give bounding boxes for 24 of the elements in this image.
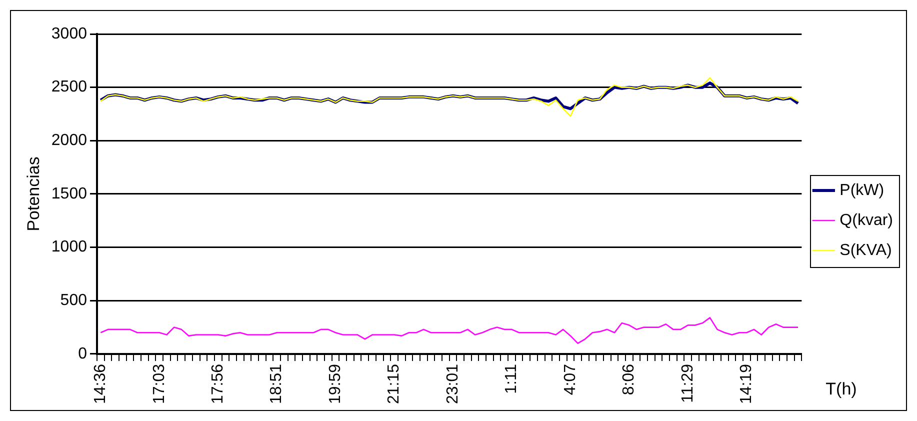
legend-label: Q(kvar)	[840, 212, 893, 229]
y-tick-label: 2000	[51, 132, 88, 150]
x-axis-title: T(h)	[826, 380, 857, 399]
x-tick-label: 19:59	[326, 364, 344, 404]
legend-label: P(kW)	[840, 182, 884, 199]
x-tick-label: 14:19	[738, 364, 756, 404]
x-tick-label: 23:01	[444, 364, 462, 404]
x-tick-label: 1:11	[503, 364, 520, 394]
y-tick-label: 0	[78, 345, 88, 362]
x-tick-label: 18:51	[268, 364, 286, 404]
legend-label: S(KVA)	[840, 242, 892, 259]
x-tick-label: 14:36	[92, 364, 110, 404]
y-tick-label: 2500	[51, 78, 88, 96]
y-tick-label: 1000	[51, 238, 88, 256]
y-tick-label: 3000	[51, 25, 88, 42]
y-tick-label: 1500	[51, 185, 88, 202]
x-tick-label: 8:06	[620, 364, 638, 396]
x-tick-label: 21:15	[386, 364, 403, 404]
x-tick-label: 17:56	[210, 364, 227, 404]
x-tick-label: 17:03	[150, 364, 168, 404]
y-axis-title: Potencias	[24, 156, 43, 232]
y-tick-label: 500	[60, 292, 88, 310]
x-tick-label: 11:29	[679, 364, 696, 403]
x-tick-label: 4:07	[562, 364, 579, 396]
